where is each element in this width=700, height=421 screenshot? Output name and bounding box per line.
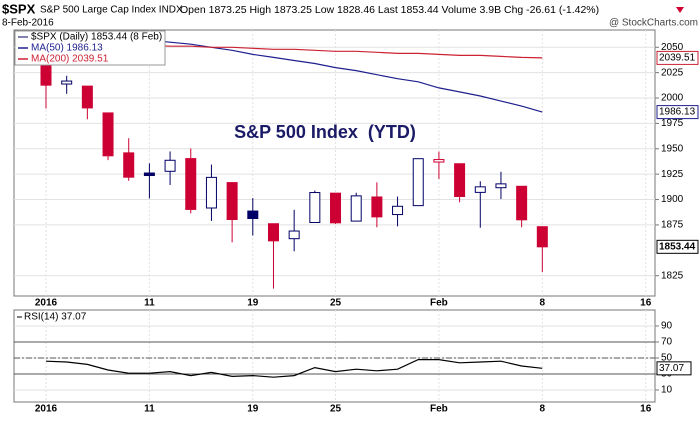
source: @ StockCharts.com xyxy=(609,18,698,29)
value-box-label: 2039.51 xyxy=(659,53,696,64)
candle-body xyxy=(267,223,279,242)
value-box-label: 37.07 xyxy=(659,363,684,374)
x-tick-label: 19 xyxy=(247,298,259,309)
candle-body xyxy=(474,186,486,193)
candle-body xyxy=(143,172,155,177)
candle-body xyxy=(516,185,528,221)
x-tick-label: 16 xyxy=(640,404,652,415)
legend-label: MA(50) 1986.13 xyxy=(31,43,103,54)
value-box xyxy=(656,361,692,376)
value-box-label: 1986.13 xyxy=(659,107,696,118)
x-tick-label: 8 xyxy=(540,404,546,415)
y-tick-label: 2050 xyxy=(661,42,684,53)
candle-body xyxy=(454,163,466,197)
x-tick-label: 2016 xyxy=(35,404,58,415)
chart-title: S&P 500 Index (YTD) xyxy=(234,122,416,142)
y-tick-label: 1950 xyxy=(661,143,684,154)
symbol: $SPX xyxy=(2,1,36,16)
x-tick-label: 19 xyxy=(247,404,259,415)
y-tick-label: 1825 xyxy=(661,270,684,281)
series-line xyxy=(45,359,543,378)
panel-frame xyxy=(13,29,656,297)
candle-body xyxy=(309,192,321,223)
x-tick-label: 25 xyxy=(330,404,342,415)
candle-body xyxy=(330,192,342,224)
down-arrow xyxy=(676,7,684,13)
x-tick-label: Feb xyxy=(430,298,448,309)
candle-body xyxy=(185,158,197,210)
y-tick-label: 2000 xyxy=(661,93,684,104)
y-tick-label: 10 xyxy=(661,385,673,396)
candle-body xyxy=(350,195,362,222)
candle-body xyxy=(61,80,73,85)
legend: $SPX (Daily) 1853.44 (8 Feb)MA(50) 1986.… xyxy=(14,30,166,66)
x-tick-label: 25 xyxy=(330,298,342,309)
candle-body xyxy=(433,159,445,163)
x-tick-label: 2016 xyxy=(35,298,58,309)
candle-body xyxy=(288,230,300,240)
legend-label: $SPX (Daily) 1853.44 (8 Feb) xyxy=(31,32,162,43)
y-tick-label: 50 xyxy=(661,353,673,364)
x-tick-label: 11 xyxy=(144,404,155,415)
y-tick-label: 1900 xyxy=(661,194,684,205)
quote: Open 1873.25 High 1873.25 Low 1828.46 La… xyxy=(180,4,599,16)
candle-body xyxy=(371,196,383,218)
value-box-label: 1853.44 xyxy=(659,241,696,252)
security-name: S&P 500 Large Cap Index INDX xyxy=(40,5,183,16)
candle-body xyxy=(81,85,93,109)
candle-body xyxy=(536,226,548,248)
y-tick-label: 90 xyxy=(661,321,673,332)
x-tick-label: 8 xyxy=(540,298,546,309)
value-box xyxy=(656,239,699,254)
panel-frame xyxy=(13,309,656,403)
value-box xyxy=(656,50,699,65)
candle-body xyxy=(495,183,507,189)
y-tick-label: 1925 xyxy=(661,169,684,180)
candle-body xyxy=(412,158,424,207)
candle-body xyxy=(226,182,238,221)
plots: 1825187519001925195019752000202520502016… xyxy=(13,29,699,415)
candle-body xyxy=(164,159,176,172)
candle-body xyxy=(392,205,404,216)
x-tick-label: Feb xyxy=(430,404,448,415)
candle-body xyxy=(102,112,114,157)
y-tick-label: 1975 xyxy=(661,118,684,129)
legend-box xyxy=(14,30,166,66)
legend-label: MA(200) 2039.51 xyxy=(31,54,109,65)
y-tick-label: 2025 xyxy=(661,67,684,78)
x-tick-label: 16 xyxy=(640,298,652,309)
candle-body xyxy=(247,210,259,220)
y-tick-label: 1875 xyxy=(661,220,684,231)
candle-body xyxy=(205,176,217,209)
value-box xyxy=(656,105,699,120)
legend-label: RSI(14) 37.07 xyxy=(24,312,87,323)
x-tick-label: 11 xyxy=(144,298,155,309)
candle-body xyxy=(123,152,135,178)
date: 8-Feb-2016 xyxy=(2,18,54,29)
y-tick-label: 70 xyxy=(661,337,673,348)
